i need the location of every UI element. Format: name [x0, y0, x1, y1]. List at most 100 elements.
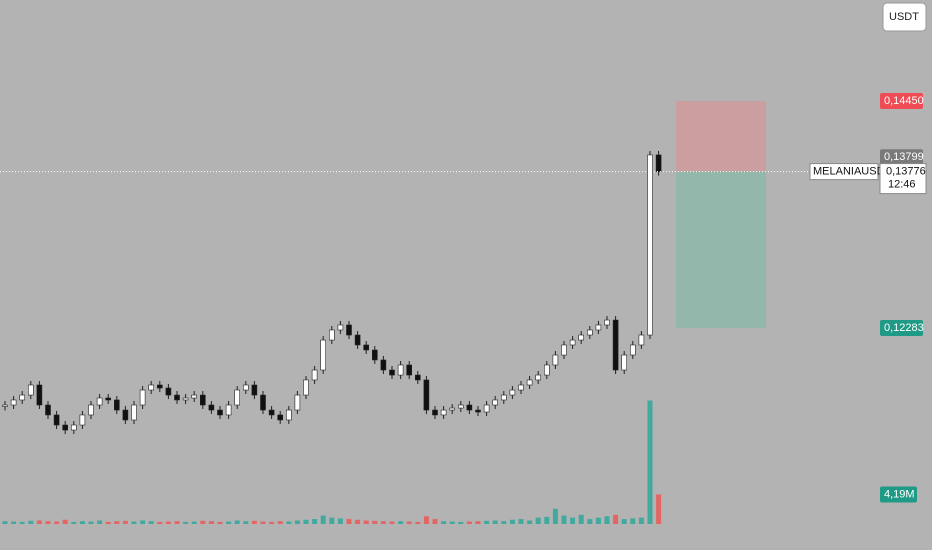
- volume-bar: [406, 521, 412, 524]
- candle-body: [294, 394, 301, 411]
- volume-bar: [604, 516, 610, 524]
- candle-body: [243, 384, 249, 391]
- volume-bar: [415, 521, 421, 524]
- volume-bar: [380, 521, 386, 524]
- volume-bar: [595, 517, 601, 524]
- candle-body: [225, 404, 232, 416]
- candle-body: [483, 404, 490, 413]
- volume-bar: [484, 520, 490, 524]
- candle-body: [543, 364, 550, 376]
- volume-bar: [372, 520, 378, 524]
- candle-body: [586, 329, 593, 336]
- candle-body: [552, 354, 559, 366]
- candle-body: [449, 407, 456, 411]
- high-price-label-bg: [880, 149, 923, 166]
- volume-bar: [157, 521, 163, 524]
- candle-body: [569, 339, 576, 346]
- volume-bar: [303, 519, 309, 524]
- high-price-label: 0,13799: [884, 151, 924, 163]
- last-price-box: [879, 163, 927, 195]
- candle-body: [234, 389, 240, 406]
- candle-body: [612, 319, 619, 371]
- volume-bar: [578, 514, 584, 524]
- candle-body: [423, 379, 430, 411]
- candle-body: [114, 399, 120, 411]
- candle-body: [363, 344, 370, 351]
- candle-body: [96, 397, 103, 406]
- volume-bar: [638, 517, 644, 524]
- volume-bar: [183, 521, 189, 524]
- volume-bar: [294, 520, 300, 524]
- candle-body: [208, 404, 215, 411]
- candle-body: [200, 394, 206, 406]
- candle-body: [139, 389, 146, 406]
- candle-body: [2, 404, 8, 407]
- volume-bar: [45, 521, 51, 524]
- volume-bar: [114, 521, 120, 524]
- candle-body: [561, 344, 567, 356]
- last-price-label: 0,13776: [886, 166, 926, 178]
- candle-body: [71, 424, 77, 431]
- candle-body: [251, 384, 258, 396]
- candle-body: [62, 424, 69, 431]
- candle-body: [260, 394, 266, 411]
- candle-body: [440, 409, 447, 416]
- candle-body: [354, 334, 361, 346]
- volume-bar: [320, 515, 326, 524]
- volume-bar: [11, 521, 17, 524]
- candle-body: [647, 154, 653, 336]
- volume-bar: [88, 521, 94, 524]
- candle-body: [10, 399, 17, 406]
- candle-body: [320, 339, 327, 371]
- volume-bar: [54, 521, 60, 524]
- candle-body: [604, 319, 610, 326]
- volume-bar: [346, 519, 352, 524]
- volume-bar: [2, 521, 8, 524]
- volume-bar: [105, 521, 111, 524]
- volume-bar: [621, 519, 627, 524]
- stop-zone: [676, 100, 766, 172]
- symbol-label: MELANIAUSDT.P: [813, 166, 900, 178]
- volume-label-bg: [880, 486, 917, 503]
- volume-bar: [312, 519, 318, 524]
- candle-body: [268, 409, 275, 416]
- volume-bar: [217, 521, 223, 524]
- candle-body: [36, 384, 43, 406]
- candle-body: [595, 324, 602, 331]
- volume-bar: [200, 520, 206, 524]
- volume-bar: [208, 521, 214, 524]
- currency-button[interactable]: [882, 2, 927, 32]
- candle-body: [19, 394, 26, 401]
- volume-bar: [62, 519, 68, 524]
- candle-body: [346, 324, 352, 336]
- volume-bar: [140, 520, 146, 524]
- candle-body: [457, 404, 464, 409]
- candle-body: [148, 384, 154, 391]
- volume-bar: [226, 521, 232, 524]
- volume-bar: [535, 517, 541, 524]
- volume-bar: [613, 514, 619, 524]
- volume-bar: [423, 516, 429, 524]
- candle-body: [157, 384, 163, 389]
- volume-bar: [148, 521, 154, 524]
- candle-body: [337, 324, 344, 331]
- volume-bar: [234, 520, 240, 524]
- volume-bar: [441, 521, 447, 524]
- candle-body: [397, 364, 404, 376]
- volume-bar: [527, 520, 533, 524]
- countdown-label: 12:46: [888, 179, 916, 191]
- stop-price-label-bg: [880, 92, 923, 109]
- candle-body: [88, 404, 94, 416]
- target-zone: [676, 171, 766, 329]
- volume-bar: [71, 521, 77, 524]
- candle-body: [27, 384, 34, 396]
- volume-bar: [174, 521, 180, 524]
- volume-bar: [19, 521, 25, 524]
- volume-bar: [363, 520, 369, 524]
- candle-body: [492, 399, 499, 406]
- volume-bar: [28, 520, 34, 524]
- candle-body: [629, 344, 636, 356]
- volume-bar: [656, 494, 662, 524]
